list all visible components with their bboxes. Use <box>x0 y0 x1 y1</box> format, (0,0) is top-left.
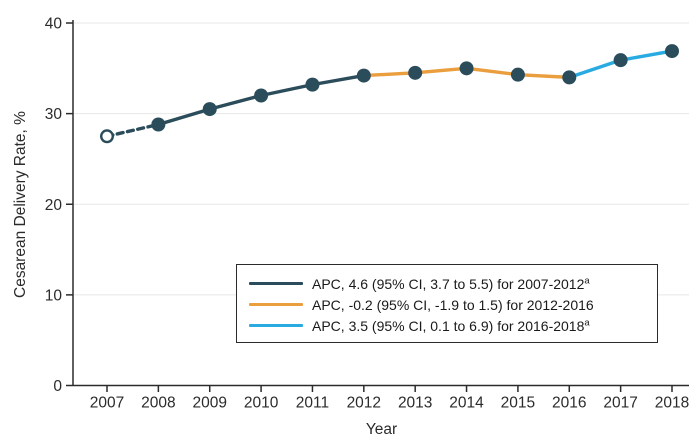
x-tick-label-2011: 2011 <box>296 395 329 412</box>
data-point-2012 <box>356 68 371 83</box>
y-axis-title: Cesarean Delivery Rate, % <box>12 111 29 299</box>
x-tick-label-2008: 2008 <box>141 395 175 412</box>
y-tick-label-30: 30 <box>45 106 63 123</box>
data-point-2014 <box>459 61 474 76</box>
legend-item: APC, 4.6 (95% CI, 3.7 to 5.5) for 2007-2… <box>249 273 657 294</box>
legend-label: APC, -0.2 (95% CI, -1.9 to 1.5) for 2012… <box>312 296 594 313</box>
y-tick-label-10: 10 <box>45 287 63 304</box>
x-tick-label-2018: 2018 <box>655 395 689 412</box>
data-point-2009 <box>202 102 217 117</box>
x-tick-label-2015: 2015 <box>501 395 535 412</box>
x-tick-label-2016: 2016 <box>552 395 586 412</box>
y-tick-label-20: 20 <box>45 197 63 214</box>
legend-item: APC, -0.2 (95% CI, -1.9 to 1.5) for 2012… <box>249 294 657 315</box>
x-tick-label-2007: 2007 <box>90 395 124 412</box>
data-point-2007 <box>99 129 114 144</box>
legend-line-swatch <box>249 323 303 328</box>
x-tick-label-2012: 2012 <box>347 395 381 412</box>
data-point-2013 <box>408 65 423 80</box>
x-axis-title: Year <box>365 421 398 438</box>
legend-line-swatch <box>249 281 303 286</box>
legend-label: APC, 4.6 (95% CI, 3.7 to 5.5) for 2007-2… <box>312 274 590 292</box>
data-point-2016 <box>562 70 577 85</box>
data-point-2018 <box>665 44 679 59</box>
legend-item: APC, 3.5 (95% CI, 0.1 to 6.9) for 2016-2… <box>249 315 657 336</box>
x-tick-label-2009: 2009 <box>192 395 226 412</box>
data-point-2010 <box>254 88 269 103</box>
y-tick-label-40: 40 <box>45 16 63 33</box>
legend-box: APC, 4.6 (95% CI, 3.7 to 5.5) for 2007-2… <box>236 264 658 343</box>
x-tick-label-2017: 2017 <box>603 395 637 412</box>
data-point-2015 <box>510 67 525 82</box>
segment-2007-2008-dashed <box>105 122 161 138</box>
legend-line-swatch <box>249 302 303 307</box>
data-point-2017 <box>613 53 628 68</box>
data-point-2008 <box>151 117 166 132</box>
x-tick-label-2013: 2013 <box>398 395 432 412</box>
legend-label: APC, 3.5 (95% CI, 0.1 to 6.9) for 2016-2… <box>312 316 590 334</box>
y-tick-label-0: 0 <box>53 378 62 395</box>
x-tick-label-2014: 2014 <box>449 395 484 412</box>
x-tick-label-2010: 2010 <box>244 395 279 412</box>
data-point-2011 <box>305 77 320 92</box>
